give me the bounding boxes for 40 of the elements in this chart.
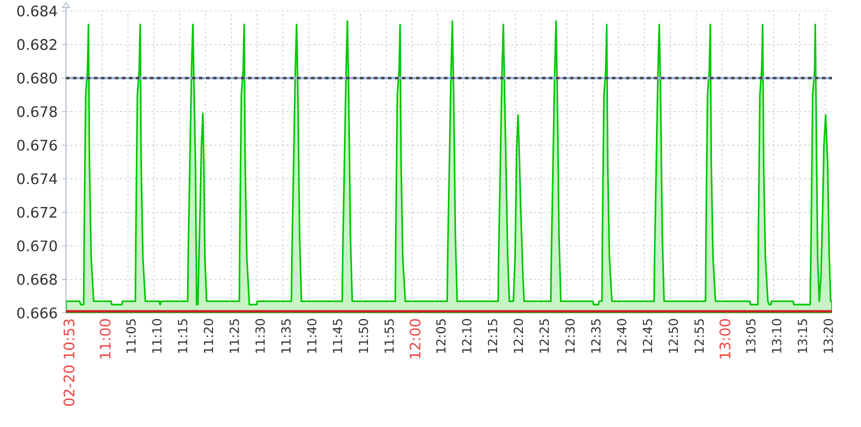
x-tick-label: 12:55 (694, 319, 704, 353)
x-tick-label: 11:15 (178, 319, 188, 353)
x-tick-label: 12:20 (514, 319, 524, 353)
x-tick-label: 13:00 (719, 319, 730, 358)
x-tick-label: 13:10 (772, 319, 782, 353)
x-tick-label: 11:55 (384, 319, 394, 353)
y-tick-label: 0.680 (17, 72, 57, 84)
x-tick-label: 12:15 (488, 319, 498, 353)
x-tick-label: 12:45 (642, 319, 652, 353)
y-tick-label: 0.668 (17, 274, 57, 285)
x-tick-label: 12:05 (436, 319, 446, 353)
x-tick-label: 11:30 (255, 319, 265, 353)
x-tick-label: 12:25 (539, 319, 549, 353)
x-tick-label: 11:35 (281, 319, 291, 353)
y-tick-label: 0.678 (17, 106, 57, 118)
x-tick-label: 12:35 (591, 319, 601, 353)
x-tick-label: 11:10 (152, 319, 162, 353)
x-tick-label: 13:20 (824, 319, 833, 353)
x-tick-label: 11:05 (126, 319, 136, 353)
x-tick-label: 13:15 (798, 319, 808, 353)
x-tick-label: 13:05 (746, 319, 756, 353)
x-tick-label: 11:40 (307, 319, 317, 353)
y-tick-label: 0.684 (17, 5, 57, 16)
y-tick-label: 0.682 (17, 39, 56, 50)
x-tick-label: 11:25 (230, 319, 240, 353)
x-tick-label: 12:30 (565, 319, 575, 353)
x-tick-label: 12:10 (462, 319, 472, 353)
y-tick-label: 0.672 (17, 206, 56, 218)
y-tick-label: 0.666 (17, 307, 57, 318)
y-tick-label: 0.674 (17, 173, 57, 184)
x-tick-label: 11:50 (358, 319, 368, 353)
x-tick-label: 12:40 (616, 319, 626, 353)
x-tick-label: 02-20 10:53 (64, 319, 74, 406)
x-tick-label: 12:50 (668, 319, 678, 353)
x-tick-label: 11:45 (332, 319, 342, 353)
x-tick-label: 12:00 (410, 319, 421, 358)
x-tick-label: 11:00 (100, 319, 111, 358)
y-tick-label: 0.670 (17, 240, 57, 252)
x-tick-label: 11:20 (204, 319, 214, 353)
y-tick-label: 0.676 (17, 140, 57, 151)
